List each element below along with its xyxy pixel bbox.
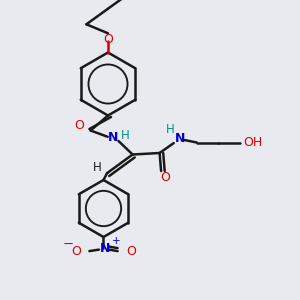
Text: H: H	[166, 122, 175, 136]
Text: O: O	[126, 244, 136, 258]
Text: O: O	[160, 171, 169, 184]
Text: H: H	[93, 161, 102, 174]
Text: N: N	[108, 131, 118, 144]
Text: N: N	[100, 242, 110, 256]
Text: O: O	[103, 33, 113, 46]
Text: +: +	[112, 236, 120, 246]
Text: H: H	[121, 129, 130, 142]
Text: −: −	[63, 238, 74, 251]
Text: N: N	[175, 131, 185, 145]
Text: O: O	[74, 119, 84, 133]
Text: O: O	[71, 244, 81, 258]
Text: OH: OH	[243, 136, 262, 149]
